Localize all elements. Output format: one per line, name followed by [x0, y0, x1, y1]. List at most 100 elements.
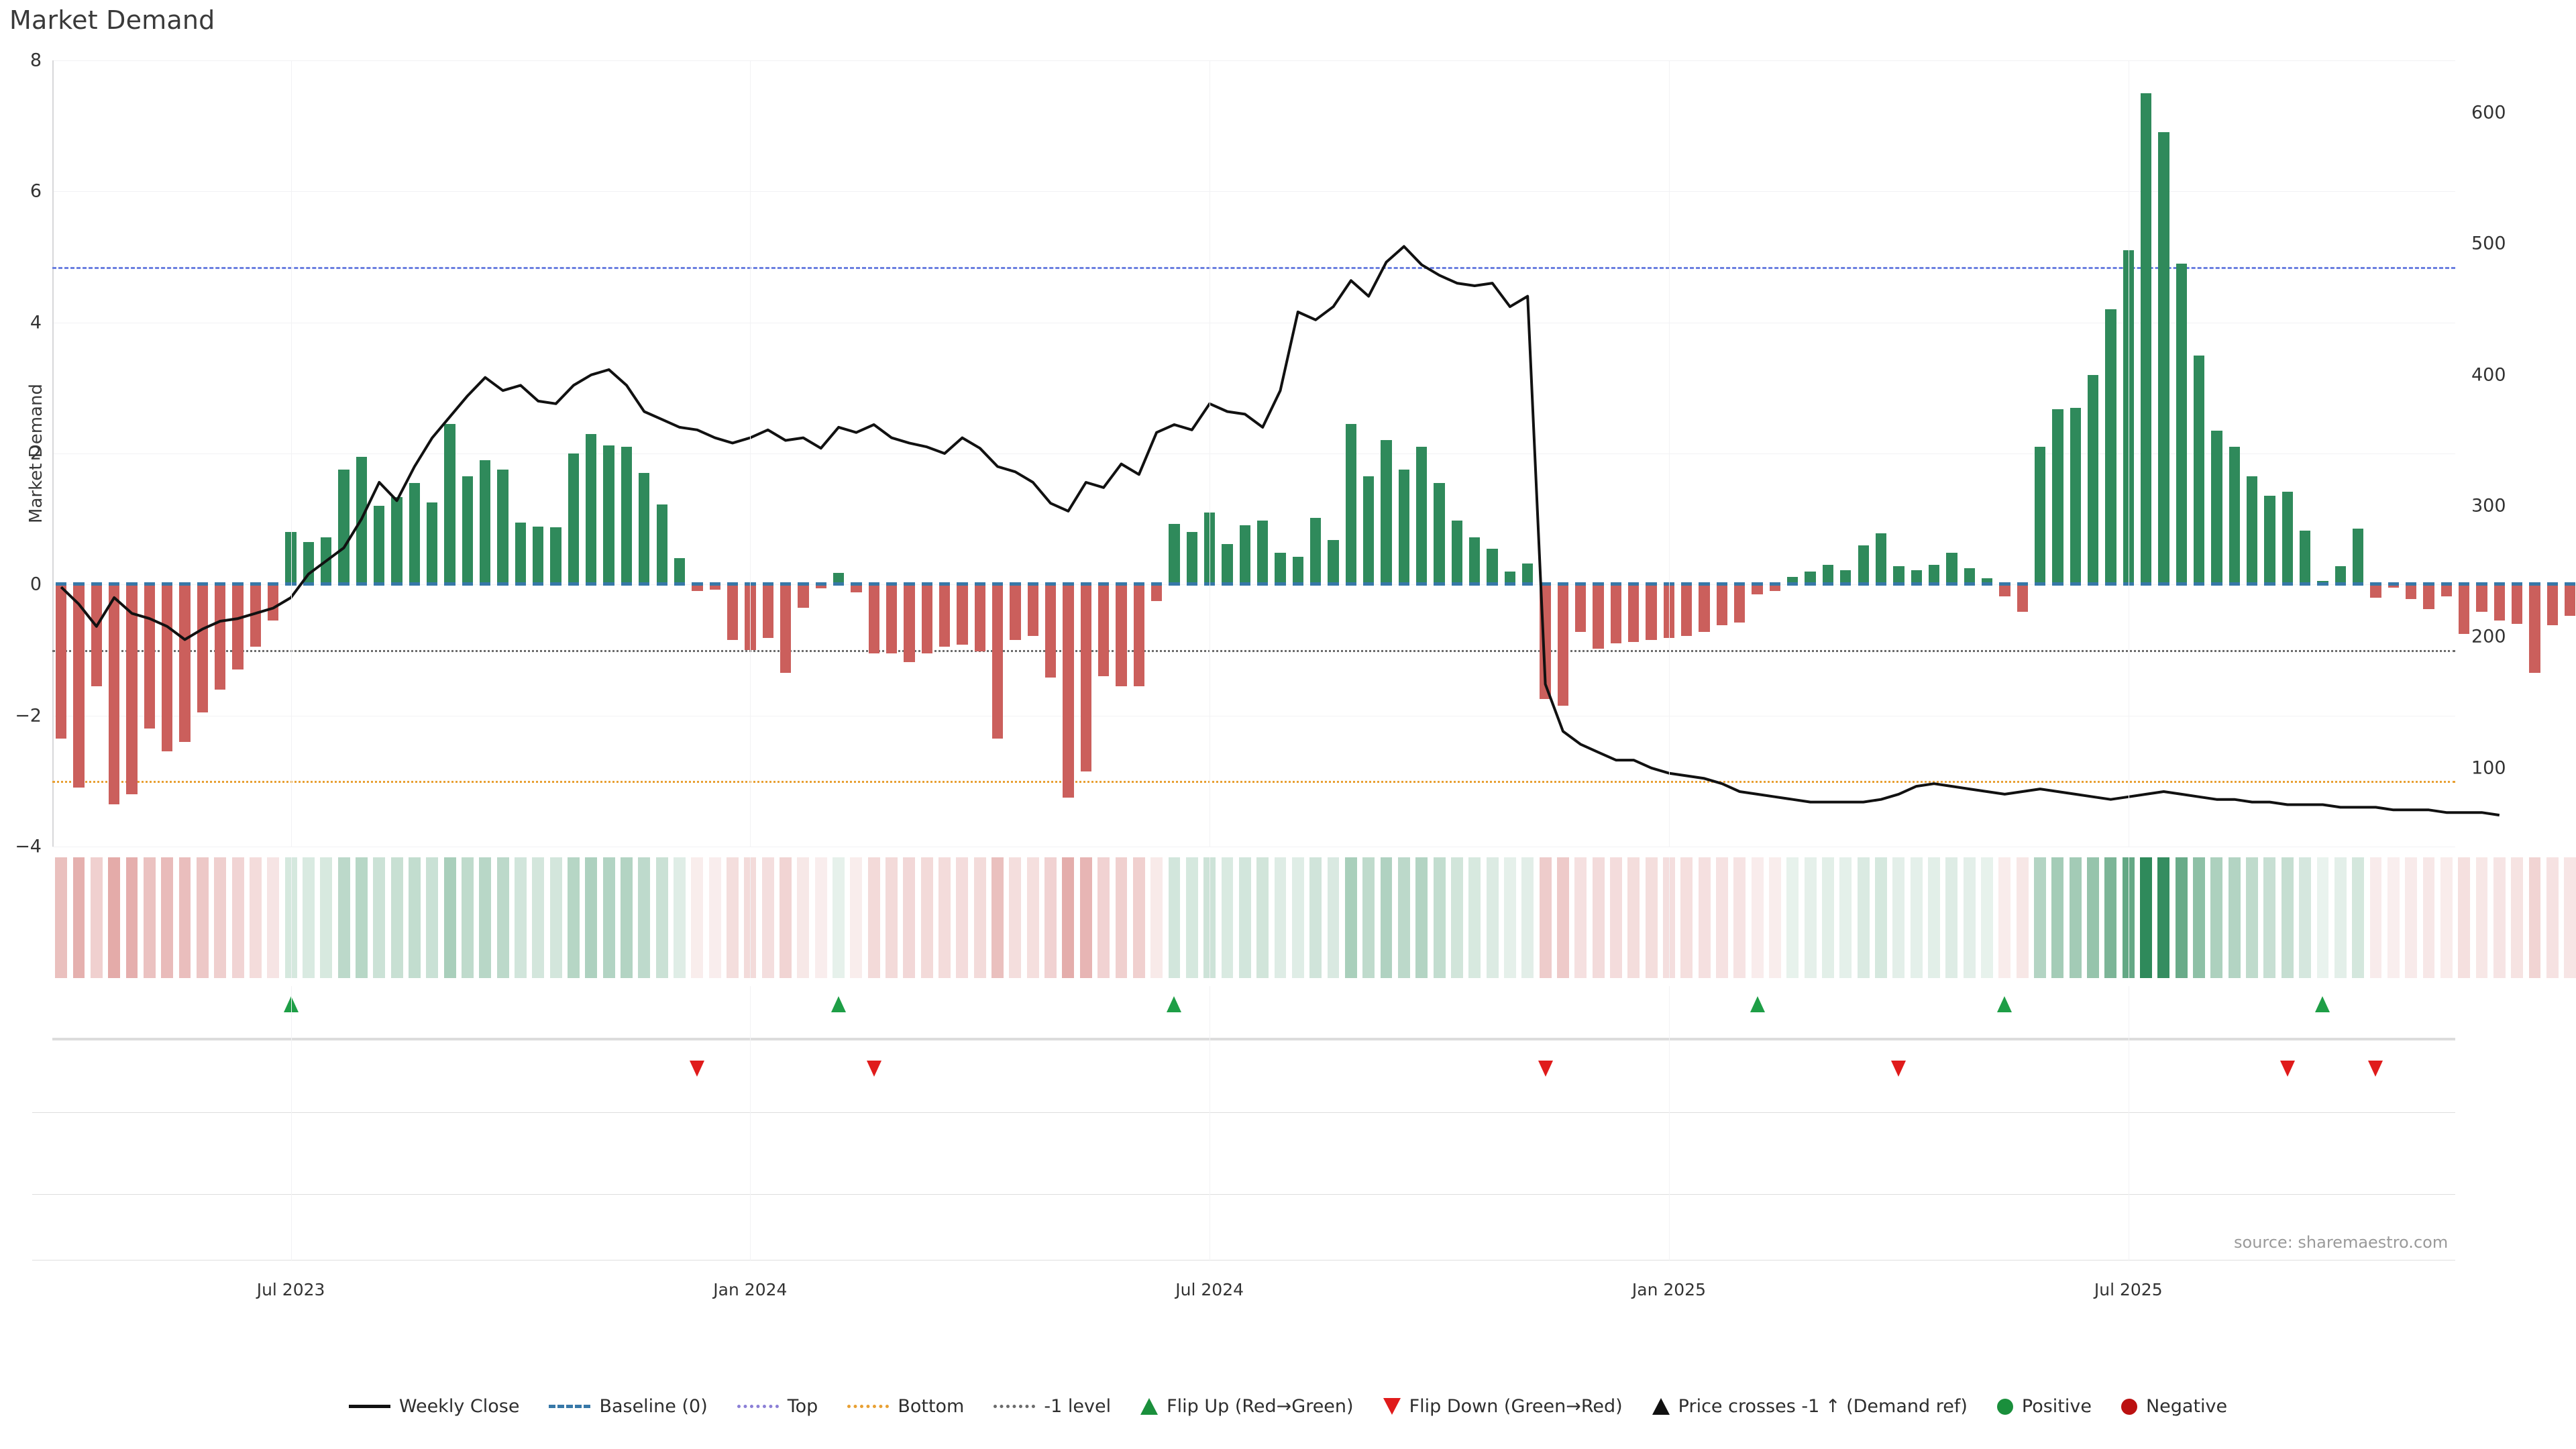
y-tick-left: 0: [30, 574, 42, 595]
heatmap-cell: [1309, 857, 1322, 978]
heatmap-cell: [621, 857, 633, 978]
heatmap-cell: [938, 857, 951, 978]
neg1-level-dot-icon: [994, 1405, 1036, 1408]
heatmap-cell: [602, 857, 615, 978]
gridline-vertical: [1668, 857, 1670, 978]
baseline-tick: [2546, 582, 2559, 586]
heatmap-cell: [638, 857, 651, 978]
heatmap-cell: [1291, 857, 1304, 978]
heatmap-cell: [2210, 857, 2223, 978]
heatmap-cell: [1486, 857, 1499, 978]
heatmap-cell: [2511, 857, 2524, 978]
gridline-vertical: [750, 60, 751, 847]
flip-up-marker: [2315, 996, 2330, 1012]
gridline-vertical: [1668, 986, 1670, 1073]
legend-item[interactable]: Negative: [2121, 1396, 2227, 1417]
heatmap-cell: [1185, 857, 1198, 978]
heatmap-cell: [267, 857, 280, 978]
legend-label: Bottom: [898, 1396, 965, 1417]
gridline-horizontal: [52, 191, 2455, 193]
heatmap-cell: [1150, 857, 1163, 978]
legend-item[interactable]: Flip Down (Green→Red): [1383, 1396, 1623, 1417]
heatmap-cell: [2281, 857, 2294, 978]
heatmap-cell: [691, 857, 704, 978]
baseline-tick: [2565, 582, 2576, 586]
gridline-horizontal: [52, 60, 2455, 61]
heatmap-cell: [2051, 857, 2064, 978]
legend-item[interactable]: Bottom: [847, 1396, 964, 1417]
legend-item[interactable]: Weekly Close: [348, 1396, 519, 1417]
legend-item[interactable]: Top: [737, 1396, 818, 1417]
heatmap-cell: [2228, 857, 2241, 978]
weekly-close-line-icon: [348, 1405, 390, 1408]
heatmap-cell: [568, 857, 580, 978]
legend-item[interactable]: Baseline (0): [549, 1396, 708, 1417]
heatmap-cell: [2387, 857, 2400, 978]
heatmap-cell: [2369, 857, 2382, 978]
heatmap-cell: [2334, 857, 2347, 978]
heatmap-cell: [1168, 857, 1181, 978]
gridline-vertical: [750, 857, 751, 978]
heatmap-cell: [1415, 857, 1428, 978]
gridline-vertical: [1668, 1073, 1670, 1261]
heatmap-cell: [214, 857, 227, 978]
gridline-vertical: [290, 1073, 292, 1261]
flip-down-marker: [2279, 1061, 2295, 1077]
y-tick-left: −4: [15, 836, 42, 857]
heatmap-cell: [2493, 857, 2506, 978]
flip-up-marker: [1167, 996, 1182, 1012]
flip-down-triangle-icon: [1383, 1398, 1401, 1415]
heatmap-cell: [920, 857, 933, 978]
heatmap-cell: [1433, 857, 1446, 978]
heatmap-cell: [956, 857, 969, 978]
heatmap-cell: [2034, 857, 2046, 978]
legend-item[interactable]: Positive: [1996, 1396, 2092, 1417]
flip-down-marker: [690, 1061, 705, 1077]
heatmap-cell: [1786, 857, 1799, 978]
heatmap-cell: [1698, 857, 1711, 978]
bottom-level-dot-icon: [847, 1405, 890, 1408]
heatmap-cell: [674, 857, 686, 978]
heatmap-cell: [1928, 857, 1940, 978]
legend-item[interactable]: Price crosses -1 ↑ (Demand ref): [1652, 1396, 1968, 1417]
heatmap-cell: [1875, 857, 1887, 978]
heatmap-cell: [337, 857, 350, 978]
heatmap-cell: [479, 857, 492, 978]
heatmap-cell: [2140, 857, 2153, 978]
heatmap-cell: [302, 857, 315, 978]
gridline-horizontal: [32, 1194, 2455, 1195]
x-tick-label: Jul 2024: [1175, 1280, 1244, 1299]
legend-item[interactable]: -1 level: [994, 1396, 1111, 1417]
heatmap-cell: [125, 857, 138, 978]
heatmap-cell: [2564, 857, 2576, 978]
heatmap-cell: [585, 857, 598, 978]
gridline-vertical: [290, 857, 292, 978]
page-title: Market Demand: [9, 5, 215, 35]
y-tick-right: 600: [2471, 102, 2506, 123]
heatmap-cell: [2352, 857, 2365, 978]
baseline-tick: [2512, 582, 2523, 586]
heatmap-cell: [1344, 857, 1357, 978]
heatmap-cell: [1238, 857, 1251, 978]
gridline-vertical: [290, 60, 292, 847]
legend-item[interactable]: Flip Up (Red→Green): [1140, 1396, 1354, 1417]
heatmap-cell: [1115, 857, 1128, 978]
legend-label: Top: [787, 1396, 818, 1417]
heatmap-cell: [2246, 857, 2259, 978]
heatmap-cell: [1609, 857, 1622, 978]
legend-label: Price crosses -1 ↑ (Demand ref): [1678, 1396, 1968, 1417]
legend-label: Negative: [2145, 1396, 2228, 1417]
y-tick-left: 2: [30, 443, 42, 464]
heatmap-cell: [1380, 857, 1393, 978]
heatmap-cell: [515, 857, 527, 978]
flip-up-marker: [831, 996, 847, 1012]
heatmap-cell: [549, 857, 562, 978]
heatmap-cell: [991, 857, 1004, 978]
heatmap-cell: [496, 857, 509, 978]
y-tick-left: 6: [30, 180, 42, 202]
flip-band-divider: [52, 1038, 2455, 1040]
x-tick-label: Jul 2025: [2094, 1280, 2163, 1299]
heatmap-cell: [2316, 857, 2329, 978]
heatmap-cell: [2157, 857, 2170, 978]
